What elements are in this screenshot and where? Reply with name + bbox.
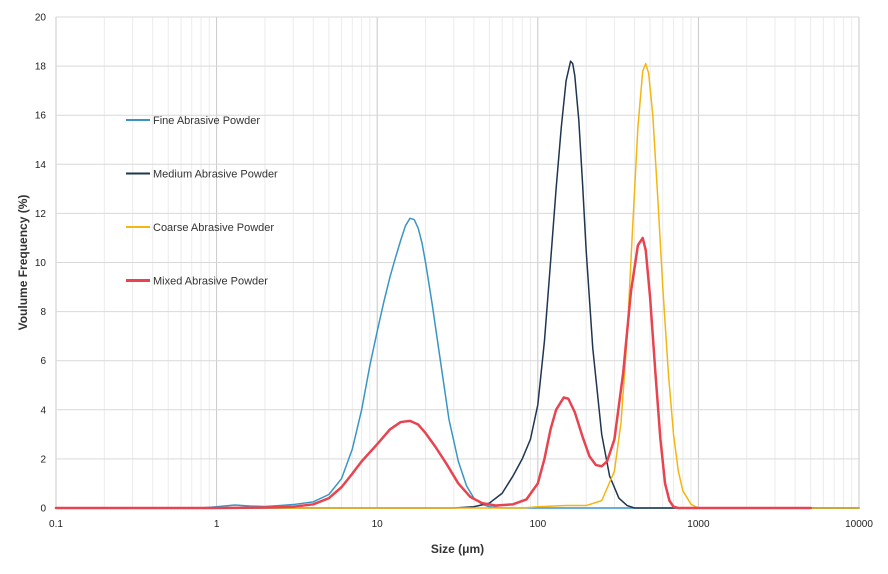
y-tick-label: 10: [35, 258, 47, 269]
x-tick-label: 1: [214, 519, 220, 530]
legend-item: Mixed Abrasive Powder: [126, 276, 268, 288]
y-tick-label: 6: [40, 356, 46, 367]
x-tick-label: 1000: [687, 519, 710, 530]
y-tick-label: 2: [40, 454, 46, 465]
major-gridlines: [55, 16, 860, 509]
x-tick-label: 100: [529, 519, 546, 530]
y-axis-ticks: 0 2 4 6 8 10 12 14 16 18 20: [35, 13, 47, 515]
legend: Fine Abrasive Powder Medium Abrasive Powd…: [126, 115, 278, 288]
y-tick-label: 0: [40, 504, 46, 515]
legend-item: Coarse Abrasive Powder: [126, 222, 274, 234]
legend-item: Medium Abrasive Powder: [126, 169, 278, 181]
legend-label: Fine Abrasive Powder: [153, 115, 260, 127]
y-tick-label: 4: [40, 405, 46, 416]
y-tick-label: 8: [40, 307, 46, 318]
legend-item: Fine Abrasive Powder: [126, 115, 260, 127]
series-line-3: [55, 62, 860, 509]
y-axis-title: Voulume Frequency (%): [16, 195, 30, 331]
x-axis-ticks: 0.1 1 10 100 1000 10000: [49, 519, 873, 530]
y-tick-label: 18: [35, 62, 47, 73]
legend-label: Medium Abrasive Powder: [153, 169, 278, 181]
x-tick-label: 10: [372, 519, 384, 530]
series-lines: [54, 60, 860, 510]
x-tick-label: 0.1: [49, 519, 63, 530]
x-tick-label: 10000: [845, 519, 873, 530]
series-line-1: [55, 217, 860, 509]
y-tick-label: 20: [35, 13, 47, 24]
x-axis-title: Size (μm): [431, 542, 484, 556]
legend-label: Mixed Abrasive Powder: [153, 276, 268, 288]
y-tick-label: 14: [35, 160, 47, 171]
y-tick-label: 16: [35, 111, 47, 122]
y-tick-label: 12: [35, 209, 47, 220]
series-line-4: [54, 236, 812, 510]
legend-label: Coarse Abrasive Powder: [153, 222, 274, 234]
